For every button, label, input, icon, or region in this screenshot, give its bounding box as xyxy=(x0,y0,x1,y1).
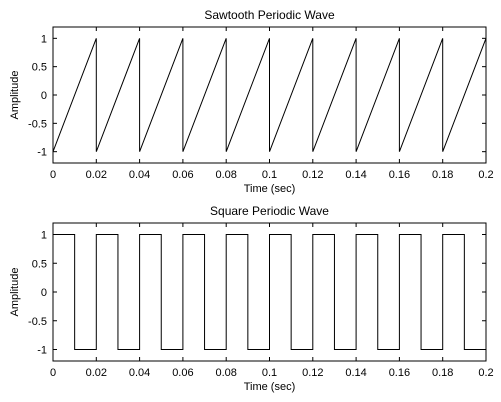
square-chart-title: Square Periodic Wave xyxy=(210,204,329,218)
sawtooth-xtick-label: 0.18 xyxy=(432,169,453,181)
sawtooth-x-axis-label: Time (sec) xyxy=(244,183,296,195)
sawtooth-series-line xyxy=(52,38,487,152)
sawtooth-ytick-label: -1 xyxy=(37,147,47,159)
square-plot: 0 0.02 0.04 0.06 0.08 0.1 0.12 0.14 0.16 0.18 0.2 -… xyxy=(9,204,494,393)
square-x-axis-label: Time (sec) xyxy=(244,381,296,393)
square-series-line xyxy=(53,234,486,350)
square-ytick-label: -1 xyxy=(37,345,47,357)
sawtooth-ytick-label: 0 xyxy=(41,90,47,102)
square-xtick-label: 0.2 xyxy=(478,367,493,379)
square-xtick-label: 0.06 xyxy=(172,367,193,379)
sawtooth-ytick-label: 0.5 xyxy=(32,62,47,74)
sawtooth-ytick-label: 1 xyxy=(41,33,47,45)
square-ytick-label: 0 xyxy=(41,287,47,299)
square-xtick-label: 0.16 xyxy=(389,367,410,379)
square-ytick-label: 1 xyxy=(41,230,47,242)
sawtooth-chart-title: Sawtooth Periodic Wave xyxy=(204,8,335,22)
square-y-axis-label: Amplitude xyxy=(9,268,21,317)
square-xtick-label: 0.18 xyxy=(432,367,453,379)
sawtooth-xtick-label: 0.2 xyxy=(478,169,493,181)
sawtooth-ytick-label: -0.5 xyxy=(28,118,47,130)
square-xtick-label: 0 xyxy=(50,367,56,379)
sawtooth-xtick-label: 0 xyxy=(50,169,56,181)
square-xtick-label: 0.12 xyxy=(302,367,323,379)
sawtooth-xtick-label: 0.02 xyxy=(86,169,107,181)
sawtooth-xtick-label: 0.08 xyxy=(215,169,236,181)
square-xtick-label: 0.02 xyxy=(86,367,107,379)
sawtooth-y-axis-label: Amplitude xyxy=(9,71,21,120)
square-ytick-label: -0.5 xyxy=(28,316,47,328)
square-xtick-label: 0.04 xyxy=(129,367,150,379)
sawtooth-xtick-label: 0.12 xyxy=(302,169,323,181)
sawtooth-xtick-label: 0.14 xyxy=(345,169,366,181)
sawtooth-xtick-label: 0.16 xyxy=(389,169,410,181)
square-xtick-label: 0.14 xyxy=(345,367,366,379)
square-xtick-label: 0.1 xyxy=(262,367,277,379)
square-ytick-label: 0.5 xyxy=(32,258,47,270)
sawtooth-xtick-label: 0.1 xyxy=(262,169,277,181)
sawtooth-xtick-label: 0.04 xyxy=(129,169,150,181)
sawtooth-plot: 0 0.02 0.04 0.06 0.08 0.1 0.12 0.14 0.16 0.18 0.2 -… xyxy=(9,8,494,195)
sawtooth-xtick-label: 0.06 xyxy=(172,169,193,181)
square-xtick-label: 0.08 xyxy=(215,367,236,379)
